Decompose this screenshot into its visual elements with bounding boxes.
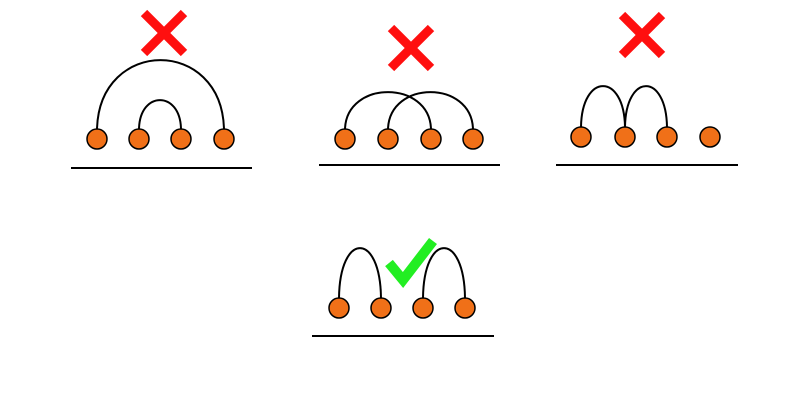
arc-2-4	[387, 91, 474, 130]
arc-1-4	[96, 59, 225, 130]
arc-3-4	[422, 247, 466, 299]
panel-2	[319, 24, 500, 166]
node-2	[377, 128, 399, 150]
check-mark-icon	[385, 237, 437, 289]
node-4	[454, 297, 476, 319]
node-3	[170, 128, 192, 150]
node-4	[213, 128, 235, 150]
node-3	[412, 297, 434, 319]
panel-4	[312, 237, 494, 337]
node-2	[614, 126, 636, 148]
arc-1-2	[580, 85, 626, 128]
x-mark-icon	[140, 9, 188, 57]
node-3	[656, 126, 678, 148]
node-3	[420, 128, 442, 150]
panel-1	[71, 9, 252, 169]
node-1	[86, 128, 108, 150]
arc-1-2	[338, 247, 382, 299]
x-mark-icon	[387, 24, 435, 72]
x-mark-icon	[618, 11, 666, 59]
node-2	[128, 128, 150, 150]
panels-layer	[71, 9, 738, 337]
node-4	[462, 128, 484, 150]
node-4	[699, 126, 721, 148]
arc-2-3	[138, 99, 182, 130]
node-1	[334, 128, 356, 150]
node-2	[370, 297, 392, 319]
arc-1-3	[344, 91, 432, 130]
node-1	[328, 297, 350, 319]
panel-3	[556, 11, 738, 166]
node-1	[570, 126, 592, 148]
arc-2-3	[624, 85, 668, 128]
